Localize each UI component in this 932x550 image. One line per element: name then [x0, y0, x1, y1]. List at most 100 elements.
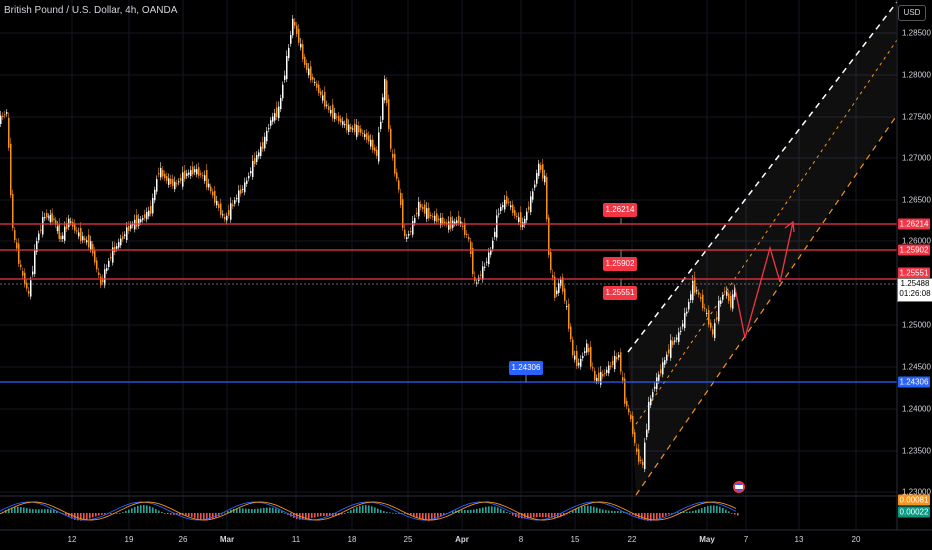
candle-body: [408, 234, 410, 236]
candle-body: [614, 356, 616, 370]
candle-body: [126, 227, 128, 240]
symbol-title[interactable]: British Pound / U.S. Dollar, 4h, OANDA: [4, 5, 178, 16]
candle-body: [376, 149, 378, 156]
candle-body: [34, 249, 36, 275]
candle-body: [506, 196, 508, 204]
channel-mid-line[interactable]: [631, 39, 898, 431]
candle-body: [264, 136, 266, 149]
candle-body: [632, 415, 634, 435]
candle-body: [262, 142, 264, 149]
candle-body: [246, 180, 248, 184]
candle-body: [450, 217, 452, 229]
candle-body: [158, 173, 160, 175]
macd-histogram-bar: [452, 511, 454, 513]
macd-histogram-bar: [191, 513, 193, 517]
candle-body: [682, 323, 684, 327]
callout-level-1[interactable]: 1.26214: [603, 203, 637, 217]
candle-body: [294, 21, 296, 26]
currency-button[interactable]: USD: [898, 5, 926, 21]
macd-histogram-bar: [335, 513, 337, 516]
current-price-label: 1.25488 01:26:08: [897, 278, 932, 302]
candle-body: [304, 56, 306, 65]
candle-body: [422, 206, 424, 210]
macd-histogram-bar: [584, 505, 586, 513]
macd-histogram-bar: [647, 513, 649, 521]
candle-body: [124, 234, 126, 237]
candle-body: [336, 116, 338, 118]
candle-body: [8, 117, 10, 148]
candle-body: [418, 201, 420, 217]
macd-histogram-bar: [95, 513, 97, 517]
callout-level-2[interactable]: 1.25902: [603, 257, 637, 271]
candle-body: [112, 247, 114, 263]
macd-histogram-bar: [689, 511, 691, 513]
candle-body: [562, 277, 564, 292]
candle-body: [470, 241, 472, 254]
channel-upper-line[interactable]: [627, 1, 898, 353]
flag-icon[interactable]: [733, 481, 745, 493]
candle-body: [394, 153, 396, 174]
macd-histogram-bar: [458, 510, 460, 513]
macd-histogram-bar: [221, 513, 223, 515]
candle-body: [234, 200, 236, 204]
macd-histogram-bar: [272, 507, 274, 513]
macd-histogram-bar: [512, 513, 514, 516]
macd-histogram-bar: [11, 507, 13, 513]
macd-histogram-bar: [257, 508, 259, 513]
candle-body: [722, 295, 724, 300]
candle-body: [610, 365, 612, 367]
candle-body: [372, 139, 374, 150]
price-tick-label: 1.23500: [902, 446, 931, 456]
candle-body: [578, 362, 580, 366]
candle-body: [608, 365, 610, 374]
macd-histogram-bar: [284, 512, 286, 514]
candle-body: [500, 206, 502, 212]
callout-level-4[interactable]: 1.24306: [509, 361, 543, 375]
macd-histogram-bar: [371, 506, 373, 513]
candle-body: [320, 91, 322, 95]
candle-body: [230, 203, 232, 220]
candle-body: [180, 178, 182, 181]
candle-body: [188, 172, 190, 175]
candle-body: [540, 165, 542, 170]
callout-level-3[interactable]: 1.25551: [603, 286, 637, 300]
candle-body: [82, 236, 84, 241]
macd-histogram-bar: [602, 509, 604, 513]
candle-body: [486, 261, 488, 263]
candle-body: [88, 234, 90, 248]
candle-body: [248, 175, 250, 179]
macd-histogram-bar: [83, 513, 85, 521]
candle-body: [128, 226, 130, 231]
projection-path[interactable]: [734, 221, 794, 339]
candle-body: [288, 47, 290, 59]
candle-body: [204, 175, 206, 181]
candle-body: [218, 204, 220, 208]
price-tick-label: 1.24500: [902, 362, 931, 372]
candle-body: [104, 269, 106, 286]
macd-histogram-bar: [236, 508, 238, 513]
candle-body: [570, 326, 572, 340]
candle-body: [454, 221, 456, 224]
candle-body: [222, 214, 224, 216]
candle-body: [658, 374, 660, 381]
candle-body: [412, 220, 414, 235]
candle-body: [360, 128, 362, 133]
candle-body: [400, 192, 402, 205]
candle-body: [404, 229, 406, 237]
projection-arrowhead: [784, 220, 795, 233]
candle-body: [330, 109, 332, 114]
macd-histogram-bar: [377, 508, 379, 513]
candle-body: [300, 43, 302, 48]
macd-histogram-bar: [707, 506, 709, 513]
candle-body: [240, 189, 242, 194]
candle-body: [228, 210, 230, 216]
current-price-value: 1.25488: [900, 279, 930, 288]
macd-histogram-bar: [686, 511, 688, 513]
candle-body: [98, 272, 100, 275]
macd-histogram-bar: [245, 508, 247, 513]
macd-histogram-bar: [86, 513, 88, 520]
candle-body: [296, 25, 298, 35]
candle-body: [166, 176, 168, 181]
time-tick-label: May: [699, 535, 715, 544]
